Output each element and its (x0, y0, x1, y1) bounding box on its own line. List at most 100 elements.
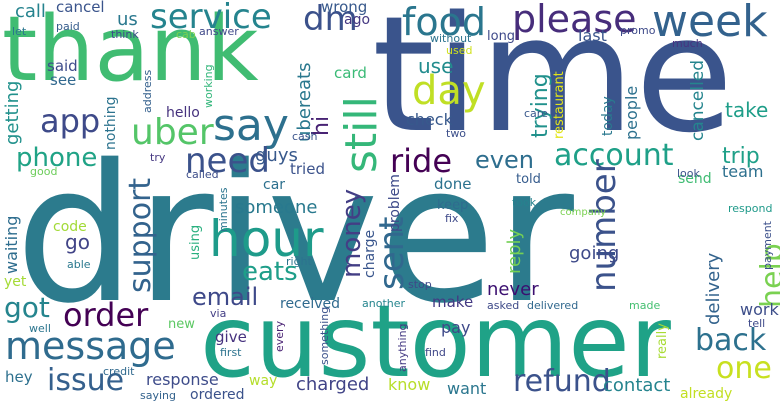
word-app: app (40, 102, 101, 140)
word-using: using (188, 224, 203, 260)
word-support: support (123, 177, 158, 293)
word-hello: hello (166, 105, 200, 121)
word-nothing: nothing (103, 96, 119, 150)
word-refund: refund (513, 364, 611, 399)
word-call: call (15, 1, 46, 22)
word-try: try (150, 151, 166, 164)
word-cancelled: cancelled (688, 59, 708, 141)
word-payment: payment (761, 220, 774, 270)
word-really: really (655, 323, 670, 359)
word-back: back (695, 323, 767, 358)
word-answer: answer (199, 25, 239, 38)
word-message: message (5, 324, 176, 368)
word-ago: ago (344, 12, 371, 28)
word-paid: paid (56, 20, 80, 33)
word-well: well (29, 322, 51, 335)
word-hour: hour (209, 210, 324, 268)
word-day: day (412, 68, 486, 114)
word-dm: dm (303, 0, 358, 39)
word-response: response (146, 370, 219, 389)
word-service: service (150, 0, 272, 37)
word-account: account (554, 138, 674, 173)
word-delivered: delivered (527, 299, 579, 312)
word-contact: contact (603, 375, 671, 396)
word-code: code (53, 219, 87, 235)
word-problem: problem (387, 174, 403, 232)
word-ordered: ordered (190, 387, 245, 403)
word-received: received (280, 296, 341, 312)
word-via: via (210, 307, 227, 320)
word-address: address (141, 69, 154, 113)
word-made: made (629, 299, 661, 312)
word-trip: trip (722, 144, 760, 169)
word-delivery: delivery (703, 252, 724, 325)
word-cancel: cancel (56, 0, 105, 16)
word-anything: anything (396, 323, 409, 372)
word-fix: fix (445, 212, 459, 225)
word-minutes: minutes (217, 187, 230, 232)
word-send: send (678, 171, 712, 187)
word-credit: credit (103, 365, 135, 378)
word-new: new (168, 317, 195, 332)
word-restaurant: restaurant (552, 71, 567, 139)
word-without: without (430, 32, 472, 45)
word-take: take (725, 98, 769, 122)
word-already: already (680, 386, 733, 402)
word-email: email (192, 283, 259, 311)
word-another: another (362, 297, 406, 310)
word-think: think (111, 28, 139, 41)
word-card: card (334, 64, 367, 82)
word-tried: tried (290, 160, 325, 178)
word-two: two (446, 127, 467, 140)
word-team: team (722, 162, 764, 181)
word-time: time (372, 0, 734, 168)
word-said: said (47, 57, 78, 75)
word-charged: charged (296, 374, 370, 395)
word-work: work (740, 300, 779, 319)
word-cab: cab (176, 28, 196, 41)
word-order: order (63, 296, 149, 334)
word-pay: pay (441, 318, 471, 337)
word-people: people (622, 85, 641, 140)
word-look: look (677, 167, 700, 180)
word-respond: respond (728, 202, 773, 215)
word-guys: guys (255, 145, 298, 166)
word-first: first (220, 346, 242, 359)
word-promo: promo (620, 24, 656, 37)
word-find: find (425, 346, 446, 359)
word-number: number (584, 159, 624, 292)
word-one: one (716, 351, 772, 386)
word-got: got (4, 291, 50, 324)
word-reply: reply (504, 228, 525, 274)
word-used: used (446, 44, 473, 57)
word-make: make (432, 293, 474, 311)
word-know: know (388, 375, 431, 394)
word-thank: thank (2, 0, 259, 102)
word-something: something (318, 306, 331, 365)
word-done: done (434, 175, 472, 193)
word-issue: issue (47, 363, 125, 398)
word-keep: keep (437, 198, 469, 213)
word-customer: customer (200, 283, 671, 400)
word-saying: saying (140, 389, 176, 402)
word-go: go (65, 230, 90, 254)
word-told: told (516, 172, 541, 187)
word-phone: phone (16, 143, 98, 173)
word-company: company (560, 207, 607, 218)
word-food: food (402, 0, 486, 44)
word-stop: stop (408, 278, 432, 291)
word-tell: tell (748, 317, 766, 330)
word-long: long (487, 29, 516, 44)
word-trying: trying (528, 73, 553, 138)
word-never: never (487, 279, 539, 300)
word-even: even (475, 146, 534, 174)
word-wrong: wrong (321, 0, 368, 16)
word-yet: yet (4, 274, 27, 290)
word-still: still (336, 96, 387, 173)
word-us: us (117, 9, 138, 30)
word-called: called (186, 168, 219, 181)
word-someone: someone (235, 197, 318, 218)
word-asked: asked (487, 299, 520, 312)
word-see: see (50, 71, 77, 89)
